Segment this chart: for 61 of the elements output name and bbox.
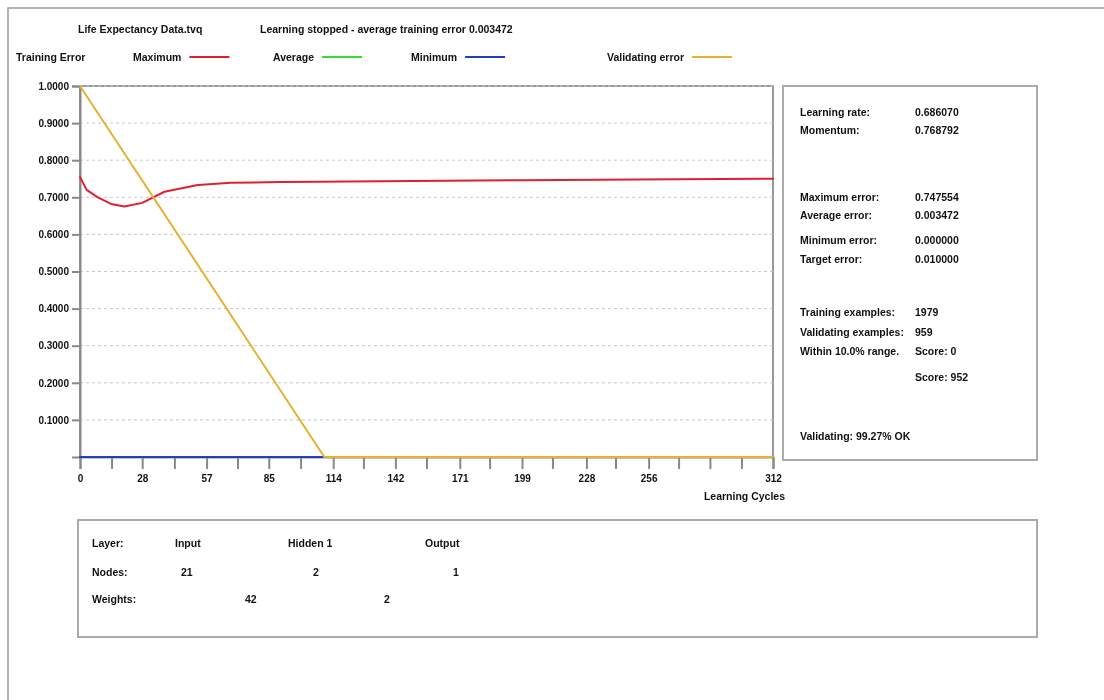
- y-tick-label: 0.7000: [38, 192, 70, 203]
- x-tick-label: 57: [201, 473, 214, 485]
- x-tick-label: 171: [451, 473, 470, 485]
- x-tick-label: 142: [387, 473, 405, 485]
- text: Validating: 99.27% OK: [800, 430, 911, 442]
- y-tick-label: 0.3000: [38, 340, 70, 352]
- text: 0.686070: [915, 106, 959, 118]
- text: Weights:: [92, 593, 137, 605]
- text: Momentum:: [800, 124, 860, 136]
- y-tick-label: 0.5000: [38, 266, 70, 278]
- text: Learning rate:: [800, 106, 871, 118]
- y-tick-label: 0.4000: [38, 303, 70, 315]
- text: 1: [453, 566, 459, 578]
- x-tick-label: 256: [640, 473, 658, 485]
- y-tick-label: 1.0000: [38, 80, 70, 92]
- x-tick-label: 28: [137, 473, 149, 485]
- x-axis-title: Learning Cycles: [703, 490, 786, 502]
- x-tick-label: 312: [765, 473, 783, 485]
- text: Within 10.0% range.: [800, 345, 900, 357]
- legend-label: Minimum: [411, 51, 458, 63]
- text: Layer:: [92, 537, 124, 549]
- x-tick-label: 199: [514, 473, 532, 485]
- text: 0.000000: [915, 234, 959, 246]
- text: 2: [313, 566, 319, 578]
- x-tick-label: 0: [77, 473, 84, 485]
- text: 0.003472: [915, 209, 959, 221]
- text: Validating examples:: [800, 326, 904, 338]
- text: Output: [425, 537, 460, 549]
- text: Target error:: [800, 253, 863, 265]
- text: Minimum error:: [800, 234, 878, 246]
- text: Maximum error:: [800, 191, 880, 203]
- y-tick-label: 0.2000: [38, 377, 70, 389]
- text: Nodes:: [92, 566, 128, 578]
- text: 0.768792: [915, 124, 959, 136]
- text: 21: [181, 566, 193, 578]
- text: Average error:: [800, 209, 872, 221]
- text: 0.010000: [915, 253, 959, 265]
- text: 0.747554: [915, 191, 959, 203]
- legend-label: Average: [273, 51, 315, 63]
- line-series: [79, 175, 774, 208]
- x-tick-label: 228: [578, 473, 596, 485]
- y-tick-label: 0.1000: [38, 414, 70, 426]
- text: Score: 0: [915, 345, 957, 357]
- legend-label: Maximum: [133, 51, 182, 63]
- x-tick-label: 114: [325, 473, 343, 485]
- text: Input: [175, 537, 202, 549]
- chart-subtitle: Learning stopped - average training error 0.003472: [260, 23, 513, 35]
- text: Training examples:: [800, 306, 896, 318]
- text: 1979: [915, 306, 939, 318]
- text: Hidden 1: [288, 537, 333, 549]
- x-tick-label: 85: [263, 473, 276, 485]
- text: 2: [384, 593, 390, 605]
- text: 959: [915, 326, 933, 338]
- text: 42: [245, 593, 257, 605]
- text: Score: 952: [915, 371, 969, 383]
- y-tick-label: 0.6000: [38, 229, 70, 241]
- y-axis-title: Training Error: [16, 51, 86, 63]
- y-tick-label: 0.8000: [38, 154, 70, 166]
- legend-label: Validating error: [607, 51, 685, 63]
- y-tick-label: 0.9000: [38, 117, 70, 129]
- chart-title: Life Expectancy Data.tvq: [78, 23, 203, 35]
